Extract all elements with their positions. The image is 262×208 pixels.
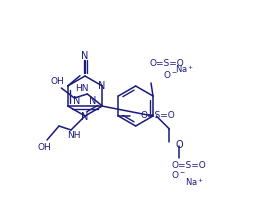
Text: NH: NH — [67, 130, 81, 140]
Text: O=S=O: O=S=O — [171, 161, 206, 171]
Text: Na$^+$: Na$^+$ — [185, 176, 204, 188]
Text: OH: OH — [51, 77, 64, 85]
Text: HN: HN — [75, 83, 89, 93]
Text: N: N — [98, 81, 105, 91]
Text: O=S=O: O=S=O — [140, 111, 175, 120]
Text: N: N — [73, 97, 80, 106]
Text: O: O — [175, 140, 183, 150]
Text: OH: OH — [37, 144, 51, 152]
Text: O$^-$: O$^-$ — [171, 170, 186, 181]
Text: N: N — [81, 51, 89, 61]
Text: N: N — [81, 111, 89, 121]
Text: O$^-$: O$^-$ — [163, 69, 178, 80]
Text: N: N — [89, 97, 96, 106]
Text: Na$^+$: Na$^+$ — [175, 63, 194, 75]
Text: O=S=O: O=S=O — [149, 58, 184, 68]
